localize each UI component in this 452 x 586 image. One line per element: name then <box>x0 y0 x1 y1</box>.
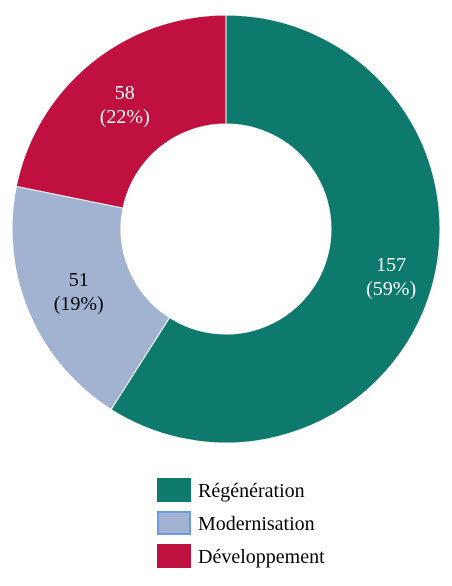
legend-swatch <box>157 511 191 535</box>
legend-label: Régénération <box>198 480 305 502</box>
data-label: 58 (22%) <box>99 82 150 129</box>
donut-slice <box>110 14 441 444</box>
legend-swatch <box>157 478 191 502</box>
data-label: 51 (19%) <box>53 268 104 315</box>
donut-slice <box>11 185 171 411</box>
data-label: 157 (59%) <box>366 254 417 301</box>
legend-swatch <box>157 544 191 568</box>
legend-label: Modernisation <box>198 513 315 535</box>
donut-slice <box>15 14 227 209</box>
legend-label: Développement <box>198 546 325 568</box>
